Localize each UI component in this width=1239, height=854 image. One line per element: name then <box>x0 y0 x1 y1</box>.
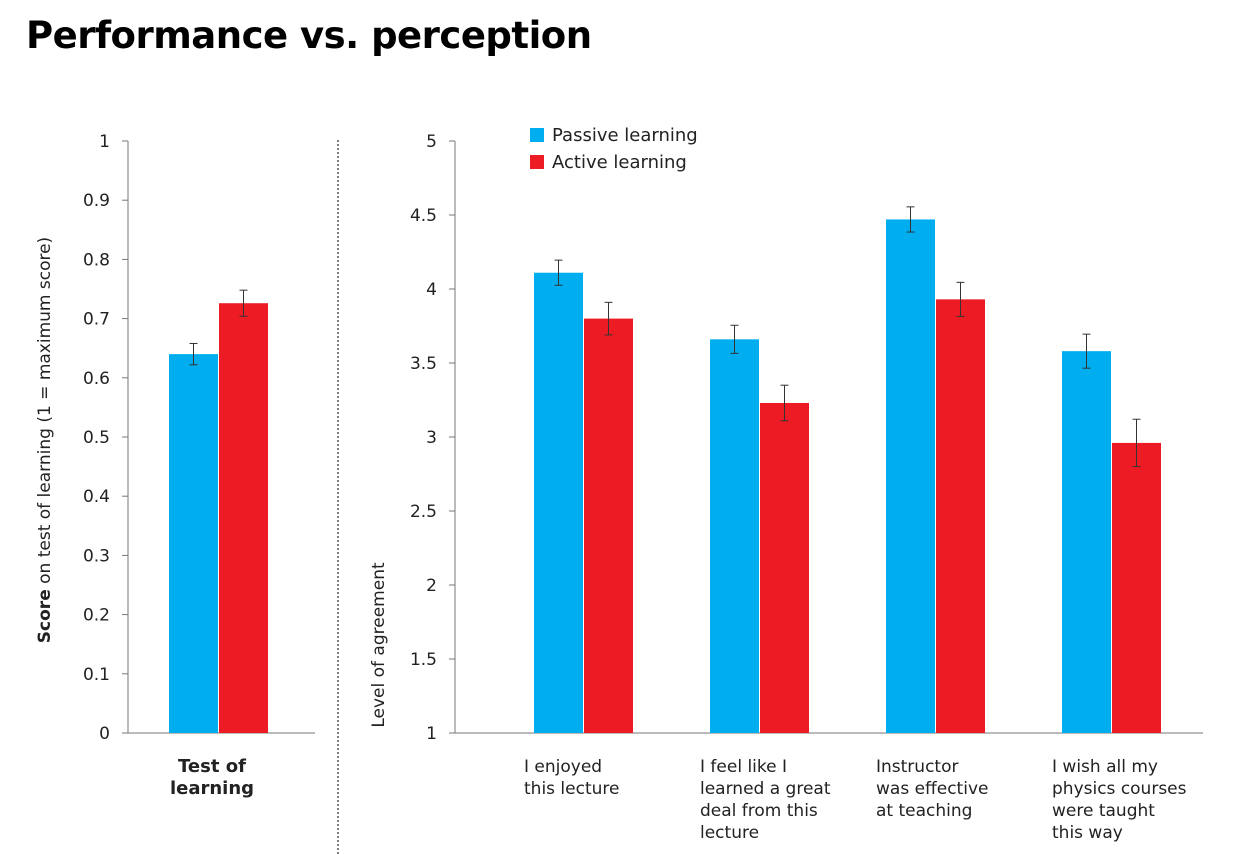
y-tick-label: 4.5 <box>410 206 437 226</box>
x-tick-label: this lecture <box>524 779 619 799</box>
x-tick-label: I feel like I <box>700 757 787 777</box>
bar-passive <box>169 354 218 733</box>
y-tick-label: 2.5 <box>410 502 437 522</box>
bar-passive <box>1062 351 1111 733</box>
x-tick-label: this way <box>1052 823 1123 843</box>
y-tick-label: 2 <box>426 576 437 596</box>
y-tick-label: 1 <box>426 724 437 744</box>
bar-active <box>760 402 809 733</box>
bar-active <box>936 299 985 733</box>
x-tick-label: were taught <box>1052 801 1155 821</box>
bar-passive <box>886 219 935 733</box>
y-tick-label: 0.5 <box>83 428 110 448</box>
x-tick-label: learned a great <box>700 779 831 799</box>
legend-swatch-passive <box>530 128 544 142</box>
y-tick-label: 0.6 <box>83 369 110 389</box>
legend-label: Active learning <box>552 152 687 173</box>
y-tick-label: 1.5 <box>410 650 437 670</box>
bar-active <box>219 303 268 733</box>
x-tick-label: Instructor <box>876 757 958 777</box>
x-tick-label: was effective <box>876 779 988 799</box>
x-tick-label: I wish all my <box>1052 757 1158 777</box>
y-tick-label: 0 <box>99 724 110 744</box>
x-tick-label: at teaching <box>876 801 972 821</box>
y-tick-label: 5 <box>426 132 437 152</box>
x-tick-label: physics courses <box>1052 779 1187 799</box>
chart-title: Performance vs. perception <box>26 14 592 57</box>
y-axis-label: Score on test of learning (1 = maximum s… <box>35 237 55 643</box>
y-tick-label: 1 <box>99 132 110 152</box>
x-tick-label: learning <box>170 778 254 799</box>
y-tick-label: 0.2 <box>83 606 110 626</box>
x-tick-label: deal from this <box>700 801 818 821</box>
bar-active <box>1112 442 1161 733</box>
y-tick-label: 0.9 <box>83 191 110 211</box>
x-tick-label: I enjoyed <box>524 757 602 777</box>
y-tick-label: 0.3 <box>83 546 110 566</box>
y-tick-label: 0.1 <box>83 665 110 685</box>
bar-active <box>584 318 633 733</box>
y-tick-label: 3.5 <box>410 354 437 374</box>
bar-passive <box>534 272 583 733</box>
bar-passive <box>710 339 759 733</box>
y-tick-label: 0.8 <box>83 250 110 270</box>
legend-swatch-active <box>530 155 544 169</box>
y-tick-label: 0.7 <box>83 310 110 330</box>
x-tick-label: lecture <box>700 823 759 843</box>
x-tick-label: Test of <box>178 756 246 777</box>
legend-label: Passive learning <box>552 125 698 146</box>
y-axis-label: Level of agreement <box>369 562 389 728</box>
y-tick-label: 4 <box>426 280 437 300</box>
y-tick-label: 0.4 <box>83 487 110 507</box>
y-tick-label: 3 <box>426 428 437 448</box>
